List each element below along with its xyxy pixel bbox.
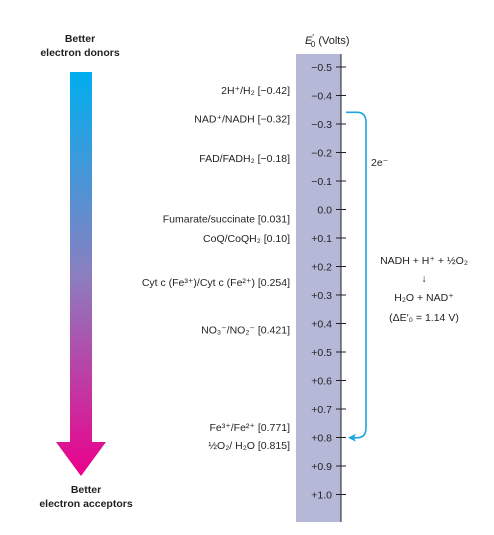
redox-couple-label: NAD⁺/NADH [−0.32] bbox=[194, 113, 290, 125]
scale-tick-label: +0.4 bbox=[311, 319, 332, 331]
scale-tick-label: −0.2 bbox=[311, 148, 332, 160]
scale-tick-label: −0.4 bbox=[311, 91, 332, 103]
scale-tick-label: +0.1 bbox=[311, 233, 332, 245]
scale-tick-label: +0.7 bbox=[311, 404, 332, 416]
scale-tick-label: +0.2 bbox=[311, 262, 332, 274]
scale-tick-label: +0.6 bbox=[311, 376, 332, 388]
scale-tick-label: +0.9 bbox=[311, 461, 332, 473]
electron-transfer-arrow bbox=[346, 111, 367, 442]
scale-tick-label: −0.5 bbox=[311, 62, 332, 74]
redox-couple-label: Cyt c (Fe³⁺)/Cyt c (Fe²⁺) [0.254] bbox=[142, 277, 290, 289]
redox-couple-label: CoQ/CoQH₂ [0.10] bbox=[203, 233, 290, 245]
redox-couples: 2H⁺/H₂ [−0.42] NAD⁺/NADH [−0.32] FAD/FADH₂… bbox=[142, 85, 290, 452]
scale-tick-label: +1.0 bbox=[311, 490, 332, 502]
scale-tick-label: −0.3 bbox=[311, 119, 332, 131]
axis-title: E′ 0 (Volts) bbox=[305, 33, 350, 49]
redox-couple-label: Fumarate/succinate [0.031] bbox=[163, 213, 290, 225]
potential-scale-bar bbox=[296, 54, 341, 522]
scale-tick-label: +0.5 bbox=[311, 347, 332, 359]
reaction-line2: H₂O + NAD⁺ bbox=[394, 292, 454, 304]
scale-tick-label: +0.8 bbox=[311, 433, 332, 445]
redox-couple-label: NO₃⁻/NO₂⁻ [0.421] bbox=[201, 324, 290, 336]
scale-ticks: −0.5 −0.4 −0.3 −0.2 −0.1 0.0 +0.1 +0.2 +0.3 +0.4 +… bbox=[311, 62, 346, 502]
acceptors-label-line2: electron acceptors bbox=[39, 498, 133, 510]
reaction-line3: (ΔE′₀ = 1.14 V) bbox=[389, 312, 459, 324]
gradient-arrow bbox=[56, 72, 106, 476]
scale-tick-label: 0.0 bbox=[317, 205, 332, 217]
reaction-line1: NADH + H⁺ + ½O₂ bbox=[380, 255, 468, 267]
donors-label-line1: Better bbox=[65, 33, 95, 45]
acceptors-label-line1: Better bbox=[71, 484, 101, 496]
redox-couple-label: Fe³⁺/Fe²⁺ [0.771] bbox=[209, 422, 290, 434]
donors-label-line2: electron donors bbox=[40, 47, 120, 59]
redox-couple-label: FAD/FADH₂ [−0.18] bbox=[199, 153, 290, 165]
redox-couple-label: 2H⁺/H₂ [−0.42] bbox=[221, 85, 290, 97]
reaction-arrow-glyph: ↓ bbox=[421, 273, 426, 285]
redox-couple-label: ½O₂/ H₂O [0.815] bbox=[208, 440, 290, 452]
scale-tick-label: −0.1 bbox=[311, 176, 332, 188]
scale-tick-label: +0.3 bbox=[311, 290, 332, 302]
electron-count-label: 2e⁻ bbox=[371, 157, 388, 169]
